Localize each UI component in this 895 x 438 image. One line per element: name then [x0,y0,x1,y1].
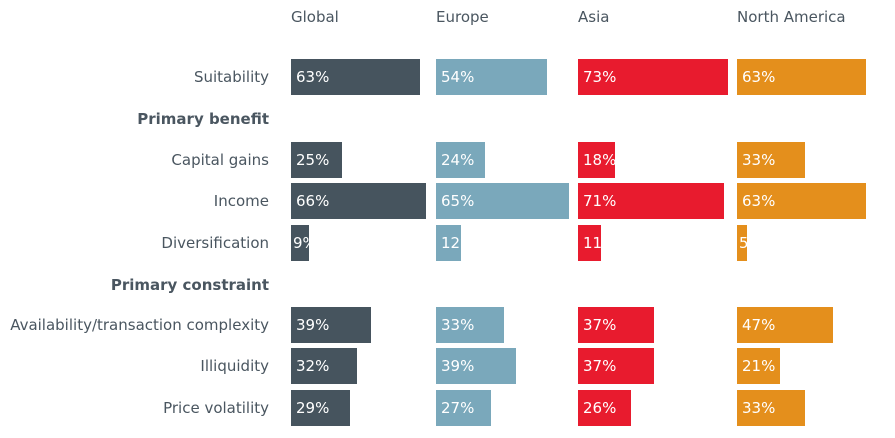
bar-value-label: 27% [441,399,475,417]
bar-value-label: 32% [296,357,330,375]
bar-value-label: 63% [296,68,330,86]
bar [436,307,504,343]
column-header-europe: Europe [436,8,489,26]
category-label: Suitability [193,68,269,86]
bar [737,59,866,95]
bar [291,59,420,95]
bar [737,142,805,178]
bar [737,348,780,384]
bar-value-label: 65% [441,192,475,210]
column-header-global: Global [291,8,339,26]
bar-value-label: 12% [441,234,475,252]
bar [578,225,601,261]
bar-value-label: 18% [583,151,617,169]
bar [578,348,654,384]
bar [436,225,461,261]
bar-value-label: 66% [296,192,330,210]
category-label: Price volatility [163,399,269,417]
category-label: Availability/transaction complexity [10,316,269,334]
section-heading: Primary constraint [110,276,269,294]
bar [291,225,309,261]
bar-value-label: 63% [742,68,776,86]
bar [291,390,350,426]
bar [436,142,485,178]
bar-value-label: 37% [583,316,617,334]
bar-value-label: 71% [583,192,617,210]
bar [436,390,491,426]
bar-value-label: 24% [441,151,475,169]
bar-value-label: 9% [293,234,317,252]
category-label: Diversification [161,234,269,252]
bar [291,183,426,219]
bar [737,183,866,219]
bar-value-label: 33% [742,399,776,417]
bar [578,307,654,343]
bar-value-label: 39% [441,357,475,375]
bar-value-label: 29% [296,399,330,417]
bar-value-label: 54% [441,68,475,86]
bar-value-label: 73% [583,68,617,86]
bar-value-label: 26% [583,399,617,417]
category-label: Capital gains [171,151,269,169]
category-label: Illiquidity [200,357,269,375]
bar [436,348,516,384]
bar [291,142,342,178]
bar-value-label: 37% [583,357,617,375]
bar [578,390,631,426]
bar [291,307,371,343]
bar-value-label: 39% [296,316,330,334]
bar [291,348,357,384]
bar [436,59,547,95]
bar-value-label: 33% [742,151,776,169]
bar [578,59,728,95]
bar-value-label: 11% [583,234,617,252]
bar [578,183,724,219]
bar [737,225,747,261]
bar [436,183,569,219]
bar-value-label: 63% [742,192,776,210]
bar-value-label: 5% [739,234,763,252]
column-header-north-america: North America [737,8,846,26]
bar [737,307,833,343]
bar-value-label: 25% [296,151,330,169]
bar [578,142,615,178]
bar-value-label: 21% [742,357,776,375]
category-label: Income [213,192,269,210]
bar-value-label: 33% [441,316,475,334]
column-header-asia: Asia [578,8,610,26]
section-heading: Primary benefit [137,110,269,128]
bar-value-label: 47% [742,316,776,334]
bar [737,390,805,426]
